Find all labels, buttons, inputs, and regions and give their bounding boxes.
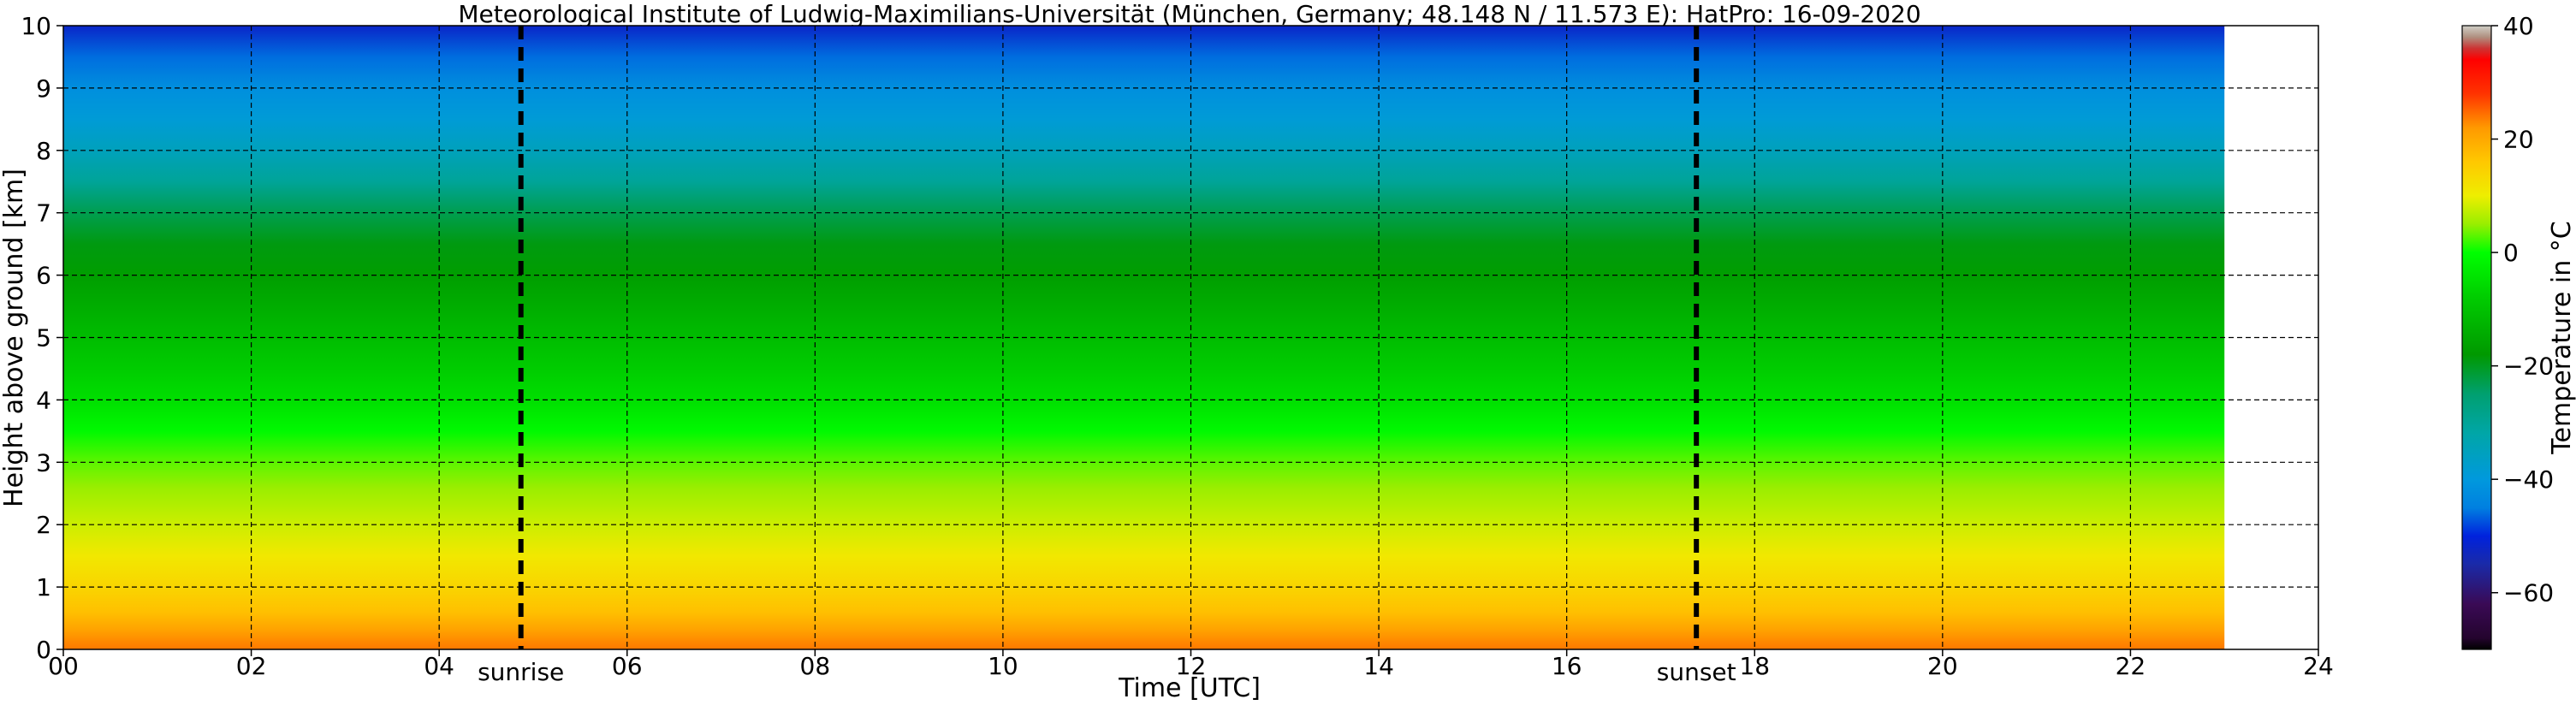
x-axis: 00 02 04 06 08 10 12 14 16 18 20 22 24 sunrise sunset (48, 649, 2334, 686)
colorbar: 40 20 0 −20 −40 −60 (2461, 12, 2554, 650)
y-tick-label: 8 (36, 137, 51, 165)
sunset-label: sunset (1657, 658, 1736, 686)
x-tick-label: 08 (800, 652, 831, 680)
x-tick-label: 22 (2116, 652, 2146, 680)
y-axis-label: Height above ground [km] (0, 169, 29, 507)
colorbar-frame (2461, 25, 2492, 650)
x-tick-label: 12 (1176, 652, 1207, 680)
y-tick-label: 3 (36, 448, 51, 477)
colorbar-label: Temperature in °C (2547, 221, 2576, 454)
y-tick-label: 1 (36, 573, 51, 601)
y-tick-label: 6 (36, 262, 51, 290)
y-axis: 0 1 2 3 4 5 6 7 8 9 10 (21, 12, 63, 664)
chart-title: Meteorological Institute of Ludwig-Maxim… (458, 0, 1920, 28)
colorbar-tick-label: 0 (2503, 239, 2519, 267)
colorbar-tick-label: −40 (2503, 465, 2554, 494)
x-tick-label: 14 (1363, 652, 1394, 680)
y-tick-label: 9 (36, 74, 51, 103)
colorbar-tick-label: 20 (2503, 126, 2534, 154)
x-tick-label: 16 (1552, 652, 1582, 680)
grid-lines (63, 26, 2318, 649)
x-tick-label: 24 (2303, 652, 2334, 680)
colorbar-tick-label: −20 (2503, 352, 2554, 381)
x-tick-label: 04 (424, 652, 454, 680)
x-axis-label: Time [UTC] (1118, 673, 1261, 703)
x-tick-label: 10 (988, 652, 1018, 680)
colorbar-ticks: 40 20 0 −20 −40 −60 (2491, 12, 2554, 607)
x-tick-label: 18 (1739, 652, 1770, 680)
sunrise-label: sunrise (478, 658, 564, 686)
y-tick-label: 5 (36, 324, 51, 352)
y-tick-label: 2 (36, 511, 51, 539)
colorbar-scale (2462, 26, 2491, 649)
y-tick-label: 7 (36, 199, 51, 228)
x-tick-label: 20 (1927, 652, 1958, 680)
x-tick-label: 06 (612, 652, 643, 680)
y-tick-label: 10 (21, 12, 51, 40)
annotations (518, 26, 1700, 649)
colorbar-tick-label: 40 (2503, 12, 2534, 40)
colorbar-tick-label: −60 (2503, 579, 2554, 607)
x-tick-label: 02 (236, 652, 267, 680)
y-tick-label: 0 (36, 636, 51, 664)
plot-area (62, 25, 2319, 650)
x-tick-label: 00 (48, 652, 79, 680)
y-tick-label: 4 (36, 386, 51, 414)
